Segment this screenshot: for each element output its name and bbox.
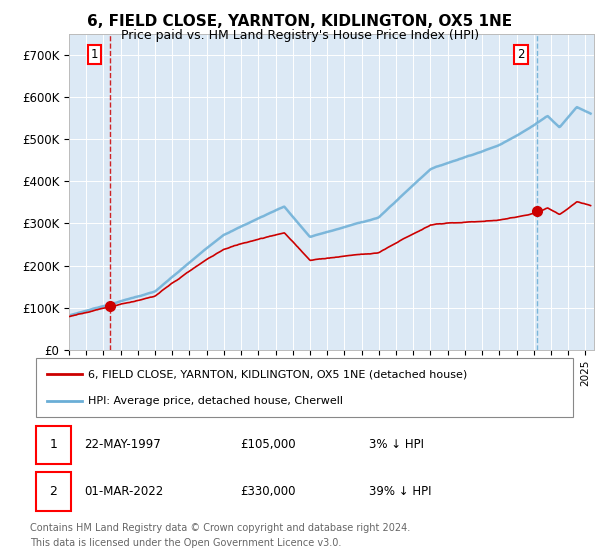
- Text: 1: 1: [91, 48, 98, 61]
- Text: This data is licensed under the Open Government Licence v3.0.: This data is licensed under the Open Gov…: [30, 538, 341, 548]
- Text: 39% ↓ HPI: 39% ↓ HPI: [369, 484, 431, 498]
- Bar: [36, 472, 71, 511]
- Text: 6, FIELD CLOSE, YARNTON, KIDLINGTON, OX5 1NE: 6, FIELD CLOSE, YARNTON, KIDLINGTON, OX5…: [88, 14, 512, 29]
- Text: 2: 2: [517, 48, 525, 61]
- Text: 3% ↓ HPI: 3% ↓ HPI: [369, 438, 424, 451]
- Text: Price paid vs. HM Land Registry's House Price Index (HPI): Price paid vs. HM Land Registry's House …: [121, 29, 479, 42]
- Bar: [36, 426, 71, 464]
- Text: 1: 1: [50, 438, 58, 451]
- Text: £105,000: £105,000: [240, 438, 296, 451]
- Text: 6, FIELD CLOSE, YARNTON, KIDLINGTON, OX5 1NE (detached house): 6, FIELD CLOSE, YARNTON, KIDLINGTON, OX5…: [88, 369, 467, 379]
- Text: Contains HM Land Registry data © Crown copyright and database right 2024.: Contains HM Land Registry data © Crown c…: [30, 523, 410, 533]
- Text: 01-MAR-2022: 01-MAR-2022: [85, 484, 164, 498]
- Text: 2: 2: [50, 484, 58, 498]
- Text: £330,000: £330,000: [240, 484, 296, 498]
- Text: HPI: Average price, detached house, Cherwell: HPI: Average price, detached house, Cher…: [88, 396, 343, 407]
- Text: 22-MAY-1997: 22-MAY-1997: [85, 438, 161, 451]
